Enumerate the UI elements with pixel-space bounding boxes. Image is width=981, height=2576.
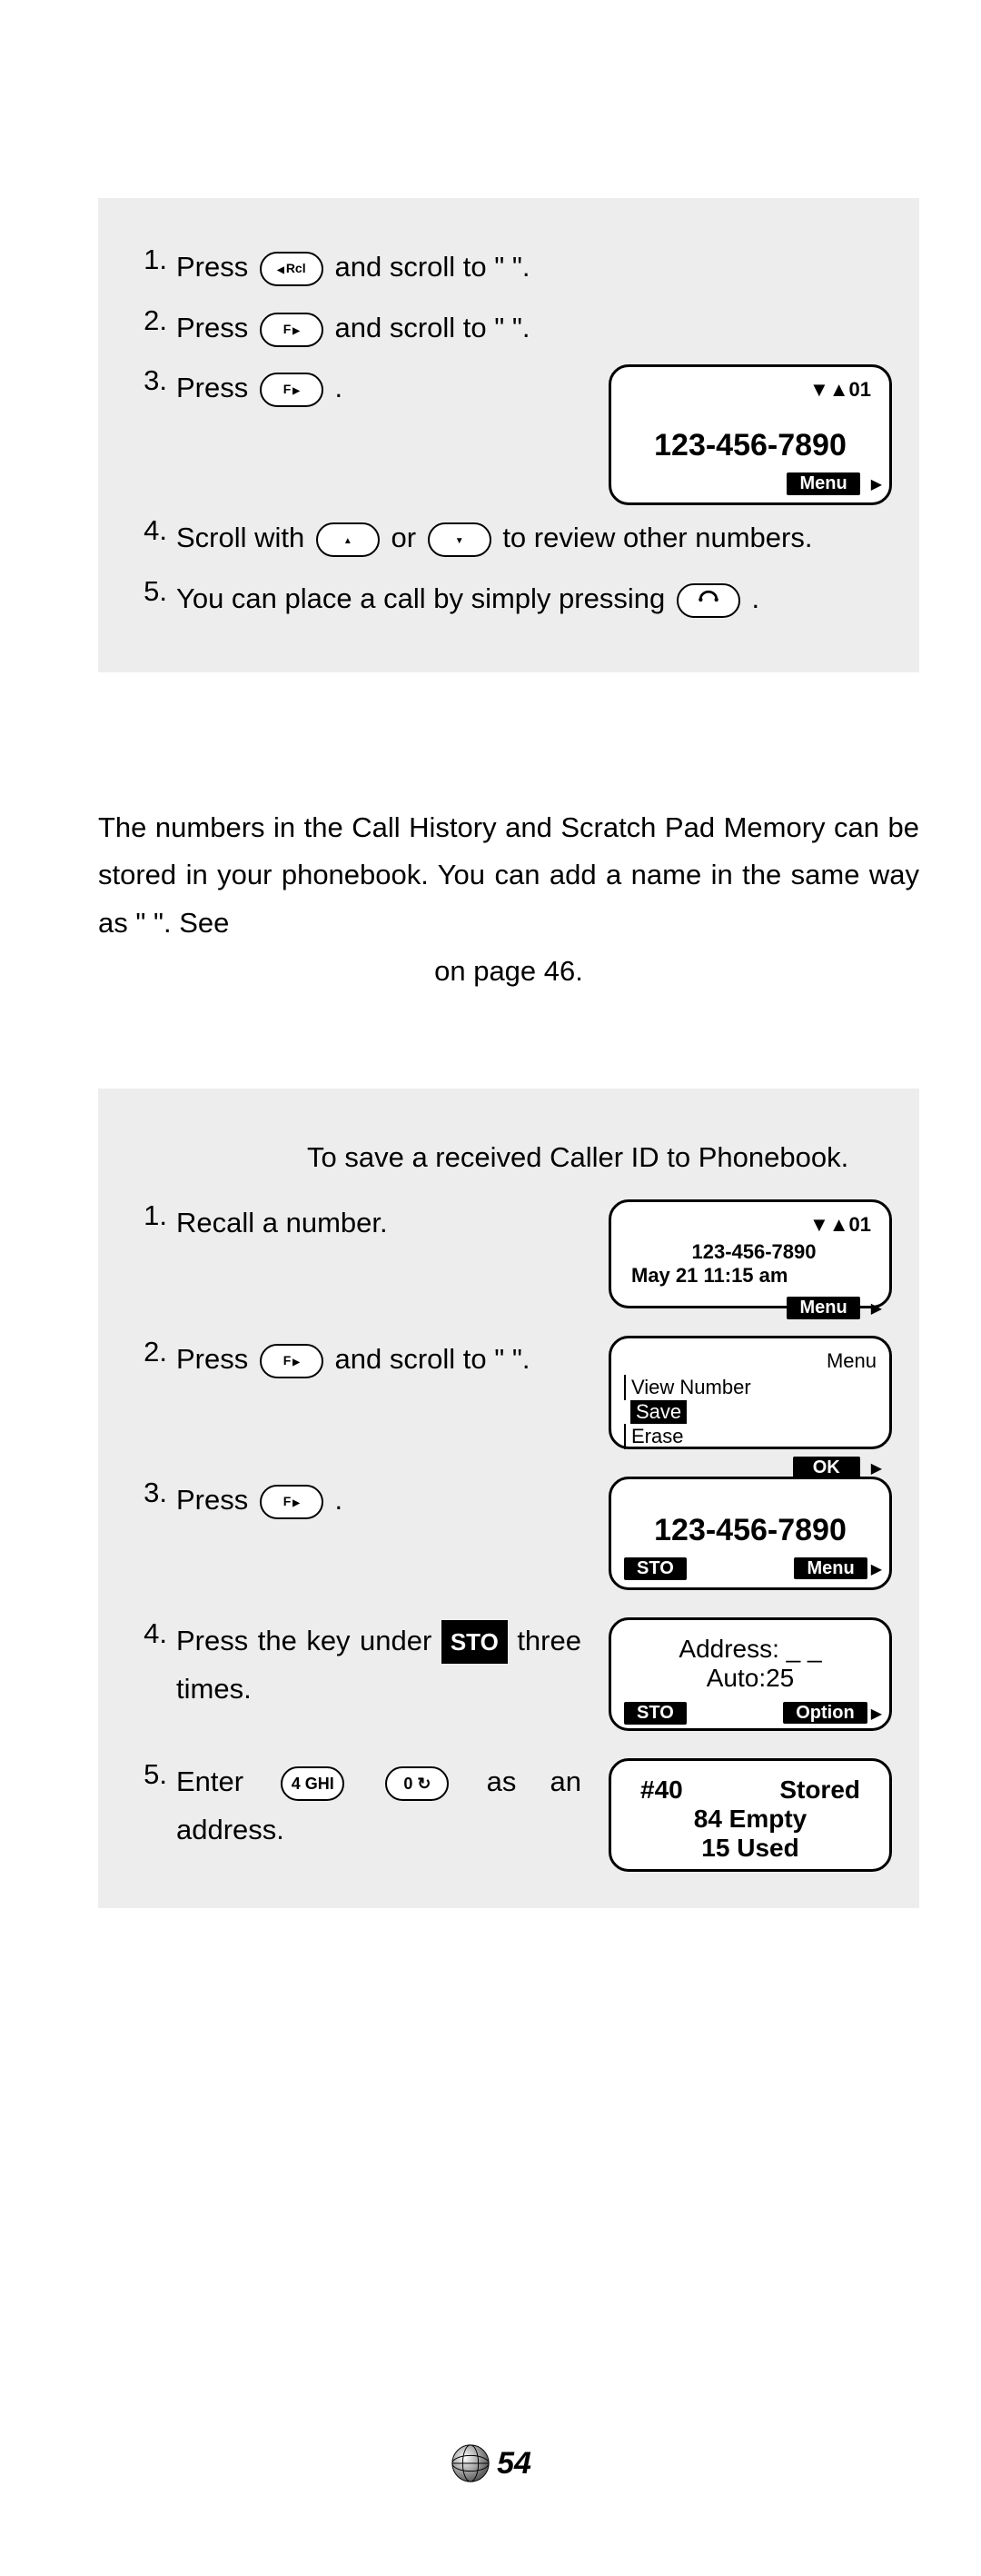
right-arrow-icon: ▶	[871, 1459, 882, 1477]
up-key-icon	[316, 522, 380, 557]
sto-softkey: STO	[624, 1702, 687, 1725]
step-text: Enter 4 GHI 0 ↻ as an address.	[176, 1758, 581, 1854]
step-row: 1. Recall a number.	[125, 1199, 581, 1248]
menu-item-selected: Save	[630, 1400, 687, 1424]
step-number: 2.	[125, 304, 176, 337]
step-number: 4.	[125, 1617, 176, 1650]
f-key-icon: F	[260, 313, 323, 347]
step-number: 4.	[125, 514, 176, 547]
instruction-box-2: To save a received Caller ID to Phoneboo…	[98, 1089, 919, 1909]
lcd-softkeys: Menu ▶	[611, 1293, 889, 1327]
lcd-phone-number: 123-456-7890	[624, 1240, 877, 1264]
lcd-indicator: ▼▲01	[611, 376, 889, 405]
call-key-icon	[677, 583, 740, 618]
lcd-softkeys: STO Option▶	[611, 1698, 889, 1732]
step-text: Press the key under STO three times.	[176, 1617, 581, 1713]
lcd-address-screen: Address: _ _ Auto:25 STO Option▶	[609, 1617, 892, 1731]
step-text: Scroll with or to review other numbers.	[176, 514, 892, 562]
step-row: 2. Press F and scroll to " ".	[125, 1336, 581, 1384]
step-number: 3.	[125, 1477, 176, 1509]
step-row: 1. Press Rcl and scroll to " ".	[125, 244, 892, 292]
intro-paragraph: The numbers in the Call History and Scra…	[98, 804, 919, 996]
menu-softkey: Menu	[794, 1557, 867, 1579]
rcl-key-icon: Rcl	[260, 252, 323, 286]
lcd-menu-list: View Number Save Erase	[611, 1375, 889, 1453]
step-number: 5.	[125, 1758, 176, 1791]
lcd-empty-count: 84 Empty	[624, 1805, 877, 1834]
lcd-screen: 123-456-7890 STO Menu ▶	[609, 1477, 892, 1590]
option-softkey: Option	[783, 1702, 867, 1724]
f-key-icon: F	[260, 373, 323, 407]
page-number-footer: 54	[0, 2442, 981, 2489]
lcd-softkeys: Menu ▶	[611, 469, 889, 502]
lcd-indicator: ▼▲01	[611, 1211, 889, 1240]
right-arrow-icon: ▶	[871, 1562, 882, 1577]
lcd-auto-value: Auto:25	[624, 1664, 877, 1693]
step-text: Press F .	[176, 364, 581, 413]
lcd-slot: #40	[640, 1775, 683, 1805]
lcd-stored-label: Stored	[779, 1775, 860, 1805]
step-row: 2. Press F and scroll to " ".	[125, 304, 892, 353]
right-arrow-icon: ▶	[871, 1299, 882, 1318]
step-text: Press Rcl and scroll to " ".	[176, 244, 892, 292]
step-row: 5. Enter 4 GHI 0 ↻ as an address.	[125, 1758, 581, 1854]
step-row: 4. Press the key under STO three times.	[125, 1617, 581, 1713]
step-text: Press F and scroll to " ".	[176, 1336, 581, 1384]
globe-icon	[450, 2442, 491, 2484]
step-row: 3. Press F .	[125, 364, 581, 413]
lcd-phone-number: 123-456-7890	[654, 428, 847, 463]
sto-softkey: STO	[624, 1557, 687, 1580]
lcd-screen: ▼▲01 123-456-7890 May 21 11:15 am Menu▶	[609, 1199, 892, 1308]
lcd-softkeys: STO Menu ▶	[611, 1554, 889, 1587]
example-text: To save a received Caller ID to Phoneboo…	[125, 1134, 892, 1182]
step-text: Recall a number.	[176, 1199, 581, 1248]
lcd-used-count: 15 Used	[624, 1834, 877, 1863]
lcd-stored-screen: #40 Stored 84 Empty 15 Used	[609, 1758, 892, 1872]
key-0-icon: 0 ↻	[385, 1766, 449, 1801]
instruction-box-1: 1. Press Rcl and scroll to " ". 2. Press…	[98, 198, 919, 672]
key-4-icon: 4 GHI	[281, 1766, 344, 1801]
lcd-phone-number: 123-456-7890	[654, 1513, 847, 1548]
page-number: 54	[497, 2446, 531, 2482]
right-arrow-icon: ▶	[871, 475, 882, 493]
menu-softkey: Menu	[787, 472, 859, 495]
step-text: You can place a call by simply pressing …	[176, 575, 892, 623]
step-text: Press F .	[176, 1477, 581, 1525]
down-key-icon	[428, 522, 491, 557]
step-number: 1.	[125, 244, 176, 276]
phone-icon	[697, 589, 720, 612]
lcd-address-label: Address: _ _	[624, 1635, 877, 1664]
step-text: Press F and scroll to " ".	[176, 304, 892, 353]
menu-item: View Number	[624, 1375, 877, 1400]
step-row: 5. You can place a call by simply pressi…	[125, 575, 892, 623]
step-number: 3.	[125, 364, 176, 397]
sto-badge: STO	[441, 1620, 508, 1664]
lcd-screen: ▼▲01 123-456-7890 Menu ▶	[609, 364, 892, 505]
lcd-menu-title: Menu	[611, 1348, 889, 1375]
step-number: 2.	[125, 1336, 176, 1368]
lcd-menu-screen: Menu View Number Save Erase OK▶	[609, 1336, 892, 1449]
step-row: 4. Scroll with or to review other number…	[125, 514, 892, 562]
lcd-date: May 21 11:15 am	[624, 1264, 877, 1288]
step-row: 3. Press F .	[125, 1477, 581, 1525]
menu-softkey: Menu	[787, 1297, 859, 1319]
step-number: 1.	[125, 1199, 176, 1232]
step-number: 5.	[125, 575, 176, 608]
menu-item: Erase	[624, 1424, 877, 1449]
f-key-icon: F	[260, 1485, 323, 1519]
right-arrow-icon: ▶	[871, 1706, 882, 1722]
f-key-icon: F	[260, 1344, 323, 1378]
